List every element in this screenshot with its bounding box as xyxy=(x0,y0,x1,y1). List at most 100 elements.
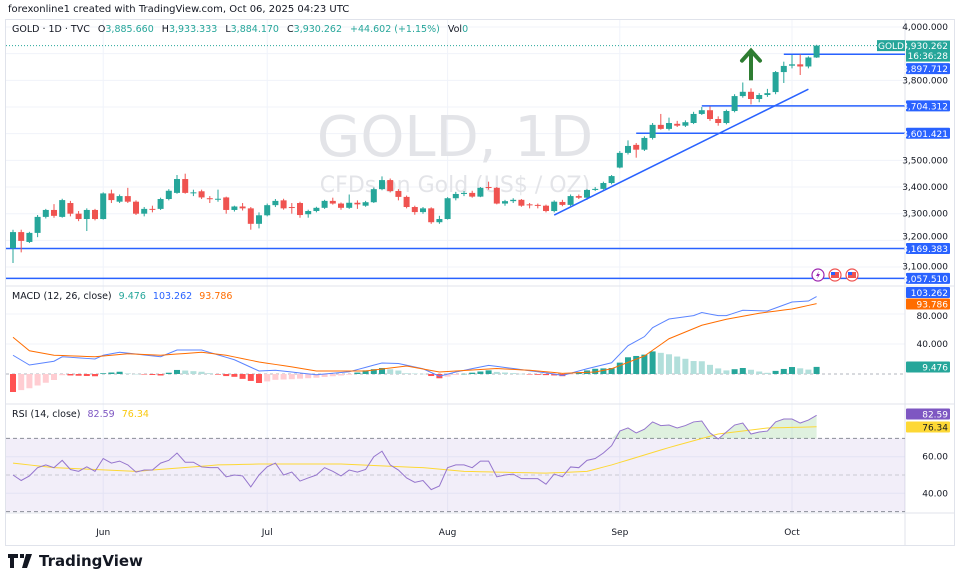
candle xyxy=(436,215,443,224)
candle-body xyxy=(305,211,312,215)
macd-histogram-bar xyxy=(707,364,713,374)
candle xyxy=(469,190,476,198)
candle-body xyxy=(543,205,549,212)
candle-body xyxy=(288,207,295,209)
candle xyxy=(411,205,418,215)
candle xyxy=(608,175,615,185)
level-price-label-box xyxy=(906,100,950,112)
macd-histogram-bar xyxy=(510,373,517,374)
open-label: O xyxy=(97,24,106,35)
symbol-legend: GOLD · 1D · TVC O3,885.660 H3,933.333 L3… xyxy=(12,24,468,35)
macd-histogram-bar xyxy=(461,373,467,375)
candle-body xyxy=(67,203,74,214)
watermark-subtitle: CFDs on Gold (US$ / OZ) xyxy=(320,173,590,198)
candle-body xyxy=(723,111,730,124)
candle xyxy=(321,199,328,209)
candle-body xyxy=(715,119,722,124)
macd-histogram-bar xyxy=(215,374,221,375)
candle xyxy=(92,208,98,221)
candle-body xyxy=(149,208,156,210)
candle xyxy=(600,181,607,190)
macd-histogram-axis-label-box xyxy=(906,361,950,373)
candle xyxy=(707,106,713,121)
candle xyxy=(502,199,508,206)
macd-histogram-bar xyxy=(256,374,262,383)
rsi-ma-value: 76.34 xyxy=(121,409,149,420)
macd-histogram-bar xyxy=(477,371,484,374)
candle-body xyxy=(797,64,804,67)
macd-histogram-bar xyxy=(92,374,98,377)
macd-histogram-bar xyxy=(395,370,402,374)
macd-pane xyxy=(6,296,905,392)
macd-histogram-bar xyxy=(297,374,303,379)
event-icons xyxy=(811,268,859,282)
candle-body xyxy=(75,213,82,220)
symbol-name[interactable]: GOLD · 1D · TVC xyxy=(12,24,90,35)
candle xyxy=(567,194,574,207)
candle xyxy=(551,200,558,213)
time-axis-label: Aug xyxy=(439,528,457,538)
candle-body xyxy=(174,179,180,193)
candle xyxy=(526,203,533,209)
trendline xyxy=(553,88,809,216)
candle-body xyxy=(338,203,344,208)
candle-body xyxy=(674,123,681,126)
candle-body xyxy=(452,193,459,199)
macd-histogram-bar xyxy=(772,370,779,374)
candle-body xyxy=(789,64,795,66)
candle-body xyxy=(190,192,197,194)
macd-legend[interactable]: MACD (12, 26, close) 9.476 103.262 93.78… xyxy=(12,291,232,302)
candle-body xyxy=(436,219,443,223)
candle-body xyxy=(321,200,328,208)
up-arrow-head-icon xyxy=(740,47,762,63)
macd-histogram-bar xyxy=(272,374,279,380)
candle-body xyxy=(502,201,508,204)
candle-body xyxy=(116,196,123,202)
candle-body xyxy=(411,207,418,213)
candle xyxy=(723,109,730,125)
macd-histogram-bar xyxy=(805,369,812,374)
candle-body xyxy=(666,123,672,129)
macd-histogram-bar xyxy=(403,373,410,374)
candle xyxy=(18,229,25,253)
candle xyxy=(477,187,484,198)
macd-histogram-bar xyxy=(280,374,287,380)
macd-histogram-bar xyxy=(649,351,656,374)
level-price-label-box xyxy=(906,272,950,284)
candle xyxy=(428,207,435,224)
macd-axis-label: 40.000 xyxy=(917,340,949,350)
last-price-label: 3,930.262 xyxy=(902,42,948,52)
candle xyxy=(124,187,131,204)
candle xyxy=(452,191,459,201)
rsi-legend[interactable]: RSI (14, close) 82.59 76.34 xyxy=(12,409,149,420)
candle-body xyxy=(739,91,746,97)
macd-histogram-bar xyxy=(157,374,164,376)
macd-histogram-bar xyxy=(534,374,541,375)
level-price-label: 3,601.421 xyxy=(902,130,948,140)
tradingview-logo[interactable]: TradingView xyxy=(8,552,143,570)
macd-histogram-bar xyxy=(75,374,82,376)
candle xyxy=(403,195,410,209)
drawings xyxy=(553,47,809,216)
candle xyxy=(141,207,148,217)
candle xyxy=(559,199,566,207)
price-axis-label: 3,400.000 xyxy=(902,183,948,193)
candle-body xyxy=(10,232,16,249)
candle-body xyxy=(551,201,558,212)
candle-body xyxy=(346,202,353,208)
candle xyxy=(67,200,74,217)
candle xyxy=(338,202,344,210)
candle xyxy=(461,191,467,197)
candle-body xyxy=(657,124,664,129)
macd-histogram-bar xyxy=(288,374,295,380)
candle xyxy=(239,203,246,211)
candle xyxy=(625,140,631,155)
candle-body xyxy=(231,206,238,210)
rsi-line xyxy=(12,414,817,491)
macd-histogram-bar xyxy=(141,374,148,375)
rsi-axis-value-box xyxy=(906,408,950,420)
macd-histogram-bar xyxy=(526,374,533,375)
macd-histogram-bar xyxy=(59,374,66,376)
macd-histogram-bar xyxy=(124,373,131,374)
